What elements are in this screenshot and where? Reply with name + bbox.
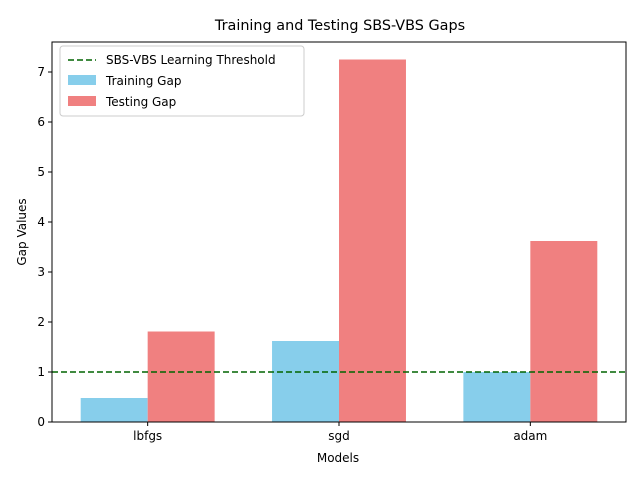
bar-training-adam [463,372,531,422]
bar-testing-sgd [339,59,406,422]
x-tick-label-lbfgs: lbfgs [133,429,162,443]
legend-threshold-label: SBS-VBS Learning Threshold [106,53,276,67]
bar-training-lbfgs [80,398,148,422]
y-tick-label: 5 [37,165,45,179]
chart-title: Training and Testing SBS-VBS Gaps [214,18,465,34]
y-tick-label: 2 [37,315,45,329]
bar-training-sgd [272,341,339,422]
y-tick-label: 7 [37,65,45,79]
legend-swatch-training [68,75,96,85]
y-tick-label: 1 [37,365,45,379]
plot-area: 0 1 2 3 4 5 6 7 lbfgs sgd adam [37,41,627,443]
y-tick-label: 4 [37,215,45,229]
legend-label-testing: Testing Gap [105,95,176,109]
bar-testing-lbfgs [147,331,215,422]
y-axis-label: Gap Values [15,198,29,265]
x-tick-label-sgd: sgd [328,429,350,443]
y-tick-label: 6 [37,115,45,129]
x-tick-label-adam: adam [513,429,547,443]
x-axis-label: Models [317,451,359,465]
legend-swatch-testing [68,96,96,106]
y-tick-label: 3 [37,265,45,279]
legend: SBS-VBS Learning Threshold Training Gap Te… [59,45,305,117]
y-tick-label: 0 [37,415,45,429]
legend-box [59,45,305,117]
bar-testing-adam [530,241,598,422]
legend-label-training: Training Gap [105,74,181,88]
